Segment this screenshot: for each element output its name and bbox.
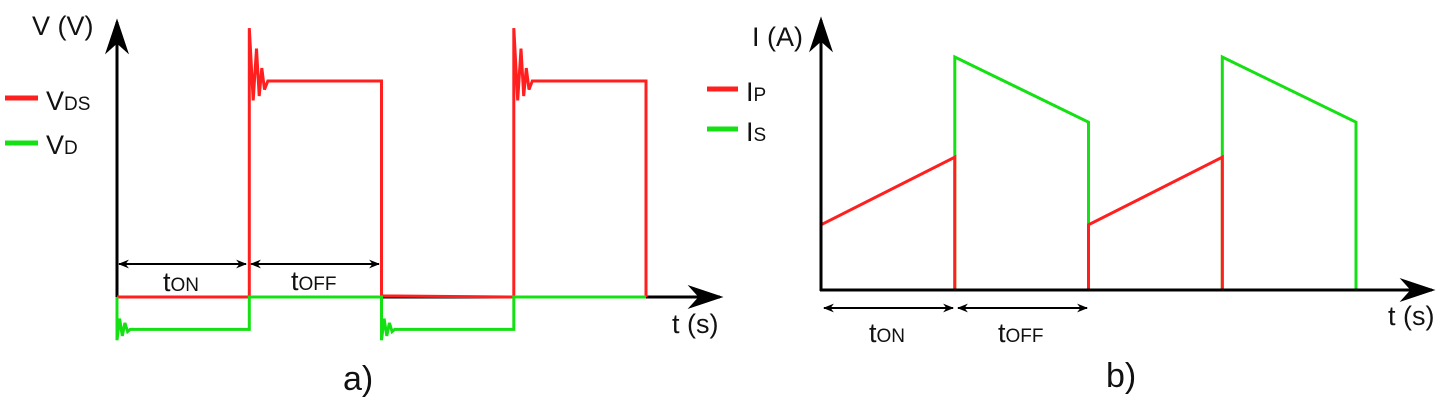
t-on-label: tON [163,267,199,297]
legend-label-is: IS [746,117,766,147]
x-axis-label: t (s) [1388,301,1435,331]
t-off-label: tOFF [291,266,337,296]
series-line-vd [115,295,646,341]
legend: IP IS [707,77,766,147]
legend: VDS VD [5,86,90,160]
t-on-label: tON [869,318,905,348]
series-line-vds [117,28,648,299]
y-axis-label: I (A) [752,22,803,52]
t-off-label: tOFF [998,318,1044,348]
x-axis-label: t (s) [672,309,719,339]
panel-caption: a) [343,360,373,398]
panel-caption: b) [1106,357,1136,395]
y-axis-label: V (V) [32,11,94,41]
panel-a: V (V) t (s) VDS VD tON tOFF a) [5,11,724,398]
legend-label-vds: VDS [46,86,90,116]
legend-label-ip: IP [746,77,766,107]
panel-b: I (A) t (s) IP IS tON tOFF b) [707,16,1436,395]
series-line-ip [820,154,1356,292]
legend-label-vd: VD [46,130,78,160]
